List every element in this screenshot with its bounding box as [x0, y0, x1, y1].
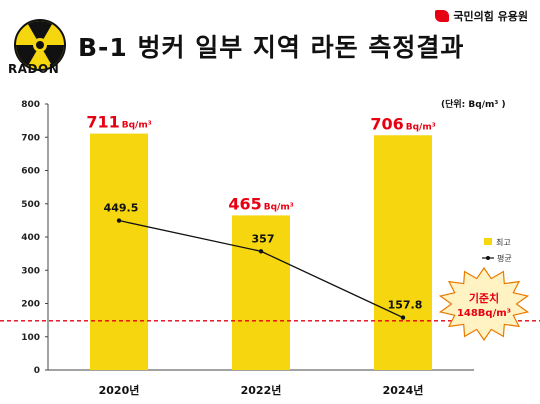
y-tick-label: 700: [21, 133, 40, 143]
party-badge: 국민의힘 유용원: [435, 6, 528, 26]
bar: [232, 215, 290, 370]
x-axis: 2020년 2022년 2024년: [99, 383, 424, 397]
y-tick-label: 600: [21, 167, 40, 177]
legend-marker-avg: [486, 256, 490, 260]
y-tick-label: 200: [21, 300, 40, 310]
y-tick-label: 0: [34, 366, 40, 376]
y-tick-label: 300: [21, 266, 40, 276]
x-tick-label: 2024년: [383, 383, 424, 397]
y-tick-label: 400: [21, 233, 40, 243]
y-tick-label: 100: [21, 333, 40, 343]
x-tick-label: 2022년: [241, 383, 282, 397]
average-value-label: 357: [252, 232, 275, 245]
bar-value-label: 706 Bq/m³: [370, 114, 435, 133]
logo-text: RADON: [8, 62, 60, 76]
header: RADON B-1 벙커 일부 지역 라돈 측정결과 국민의힘 유용원: [0, 0, 540, 80]
reference-burst: [438, 266, 530, 342]
legend-swatch-max: [484, 238, 492, 245]
reference-label-value: 148Bq/m³: [457, 308, 511, 319]
legend-label-avg: 평균: [497, 253, 512, 263]
y-tick-label: 500: [21, 200, 40, 210]
x-tick-label: 2020년: [99, 383, 140, 397]
average-point: [400, 315, 406, 320]
legend-label-max: 최고: [496, 237, 511, 247]
y-tick-label: 800: [21, 100, 40, 110]
page-title: B-1 벙커 일부 지역 라돈 측정결과: [78, 33, 465, 62]
radiation-icon: [14, 19, 66, 71]
average-point: [258, 249, 264, 254]
bar: [90, 133, 148, 370]
bar-value-label: 711 Bq/m³: [86, 113, 151, 132]
average-value-label: 157.8: [388, 299, 423, 312]
bar-value-label: 465 Bq/m³: [228, 194, 293, 213]
unit-label: (단위: Bq/m³ ): [441, 98, 506, 110]
reference-label-title: 기준치: [469, 291, 499, 305]
party-name: 국민의힘 유용원: [453, 10, 528, 23]
party-flag-icon: [435, 10, 450, 22]
average-value-label: 449.5: [104, 202, 139, 215]
average-point: [116, 218, 122, 223]
bar: [374, 135, 432, 370]
